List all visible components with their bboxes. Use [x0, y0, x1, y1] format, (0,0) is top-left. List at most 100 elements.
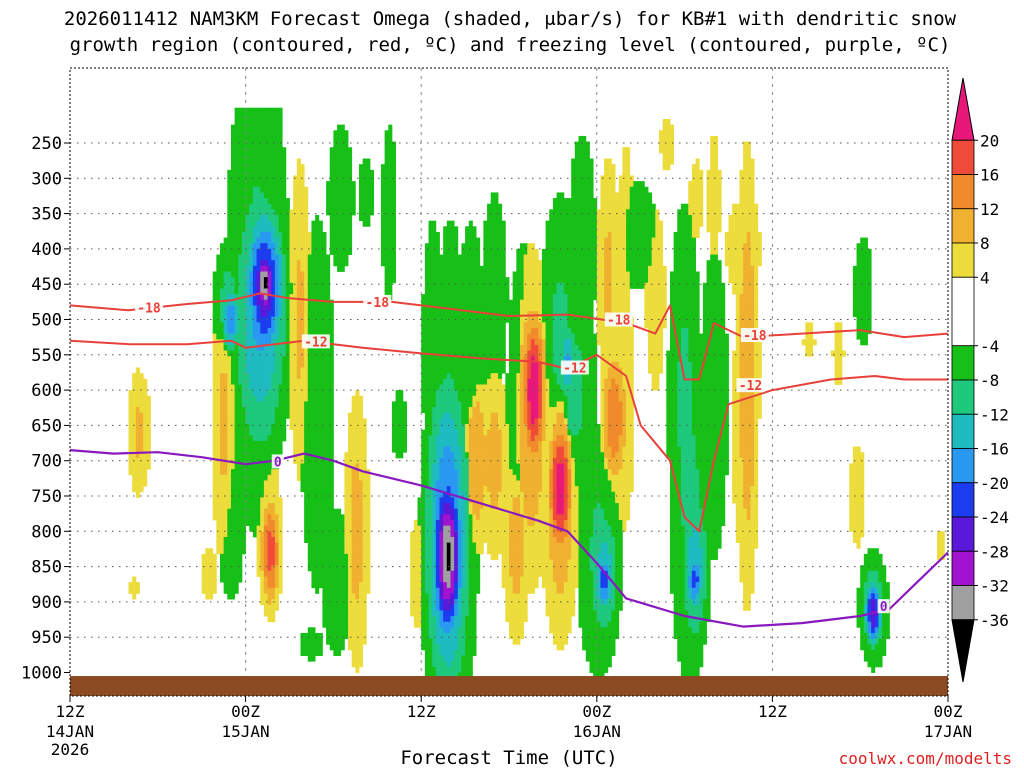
omega-cell	[278, 113, 283, 120]
omega-cell	[483, 220, 488, 227]
omega-cell	[439, 384, 444, 391]
omega-cell	[501, 480, 506, 487]
omega-cell	[402, 423, 407, 431]
omega-cell	[322, 407, 327, 414]
omega-cell	[289, 384, 294, 391]
omega-cell	[428, 638, 433, 645]
omega-cell	[472, 361, 477, 368]
omega-cell	[315, 582, 320, 589]
omega-cell	[432, 248, 437, 255]
omega-cell	[263, 429, 268, 436]
omega-cell	[384, 248, 389, 255]
omega-cell	[465, 288, 470, 295]
omega-cell	[476, 542, 481, 549]
omega-cell	[135, 440, 140, 447]
omega-cell	[230, 135, 236, 142]
omega-cell	[457, 655, 462, 662]
omega-cell	[296, 231, 301, 239]
omega-cell	[216, 418, 221, 425]
omega-cell	[245, 311, 250, 318]
omega-cell	[424, 367, 429, 374]
omega-cell	[230, 169, 236, 176]
omega-cell	[256, 198, 261, 205]
omega-cell	[465, 333, 470, 340]
omega-cell	[359, 553, 364, 560]
omega-cell	[274, 288, 279, 295]
omega-cell	[289, 282, 294, 289]
omega-cell	[465, 486, 470, 493]
omega-cell	[432, 226, 437, 233]
omega-cell	[329, 164, 334, 171]
omega-cell	[340, 553, 345, 560]
omega-cell	[498, 361, 503, 368]
omega-cell	[304, 463, 309, 470]
omega-cell	[446, 655, 451, 662]
omega-cell	[428, 339, 433, 346]
omega-cell	[417, 548, 422, 555]
omega-cell	[498, 429, 503, 436]
omega-cell	[340, 531, 345, 538]
omega-cell	[505, 429, 510, 436]
omega-cell	[241, 429, 246, 436]
omega-cell	[483, 282, 488, 289]
omega-cell	[432, 616, 437, 623]
omega-cell	[311, 565, 316, 572]
omega-cell	[249, 305, 254, 312]
omega-cell	[476, 361, 481, 368]
omega-cell	[296, 401, 301, 408]
omega-cell	[263, 367, 268, 374]
omega-cell	[322, 599, 327, 606]
omega-cell	[256, 248, 261, 255]
omega-cell	[479, 407, 484, 414]
omega-cell	[421, 457, 426, 464]
omega-cell	[384, 209, 389, 216]
omega-cell	[263, 215, 268, 222]
omega-cell	[267, 423, 272, 431]
omega-cell	[263, 277, 268, 284]
omega-cell	[245, 514, 250, 521]
omega-cell	[509, 514, 514, 521]
omega-cell	[296, 175, 301, 182]
omega-cell	[432, 339, 437, 346]
omega-cell	[439, 299, 444, 306]
omega-cell	[256, 457, 261, 464]
omega-cell	[300, 322, 305, 329]
omega-cell	[446, 570, 451, 577]
omega-cell	[487, 542, 492, 549]
omega-cell	[282, 305, 287, 312]
omega-cell	[498, 407, 503, 414]
omega-cell	[509, 412, 514, 419]
omega-cell	[322, 311, 327, 318]
omega-cell	[241, 514, 246, 521]
omega-cell	[238, 243, 243, 250]
omega-cell	[428, 282, 433, 289]
omega-cell	[501, 536, 506, 543]
omega-cell	[483, 452, 488, 459]
omega-cell	[450, 288, 455, 295]
omega-cell	[355, 616, 360, 623]
omega-cell	[399, 446, 404, 453]
omega-cell	[307, 644, 312, 651]
omega-cell	[457, 514, 462, 521]
omega-cell	[219, 542, 225, 549]
omega-cell	[271, 412, 276, 419]
omega-cell	[241, 327, 246, 335]
omega-cell	[340, 124, 345, 131]
omega-cell	[432, 356, 437, 363]
omega-cell	[263, 463, 268, 470]
omega-cell	[362, 435, 367, 442]
omega-cell	[263, 169, 268, 176]
omega-cell	[329, 220, 334, 227]
omega-cell	[494, 215, 499, 222]
omega-cell	[476, 520, 481, 527]
omega-cell	[252, 209, 257, 216]
omega-cell	[450, 333, 455, 340]
omega-cell	[413, 565, 418, 572]
omega-cell	[454, 520, 459, 527]
omega-cell	[252, 288, 257, 295]
omega-cell	[304, 271, 309, 278]
omega-cell	[230, 418, 236, 425]
omega-cell	[271, 113, 276, 120]
omega-cell	[329, 423, 334, 431]
omega-cell	[359, 435, 364, 442]
